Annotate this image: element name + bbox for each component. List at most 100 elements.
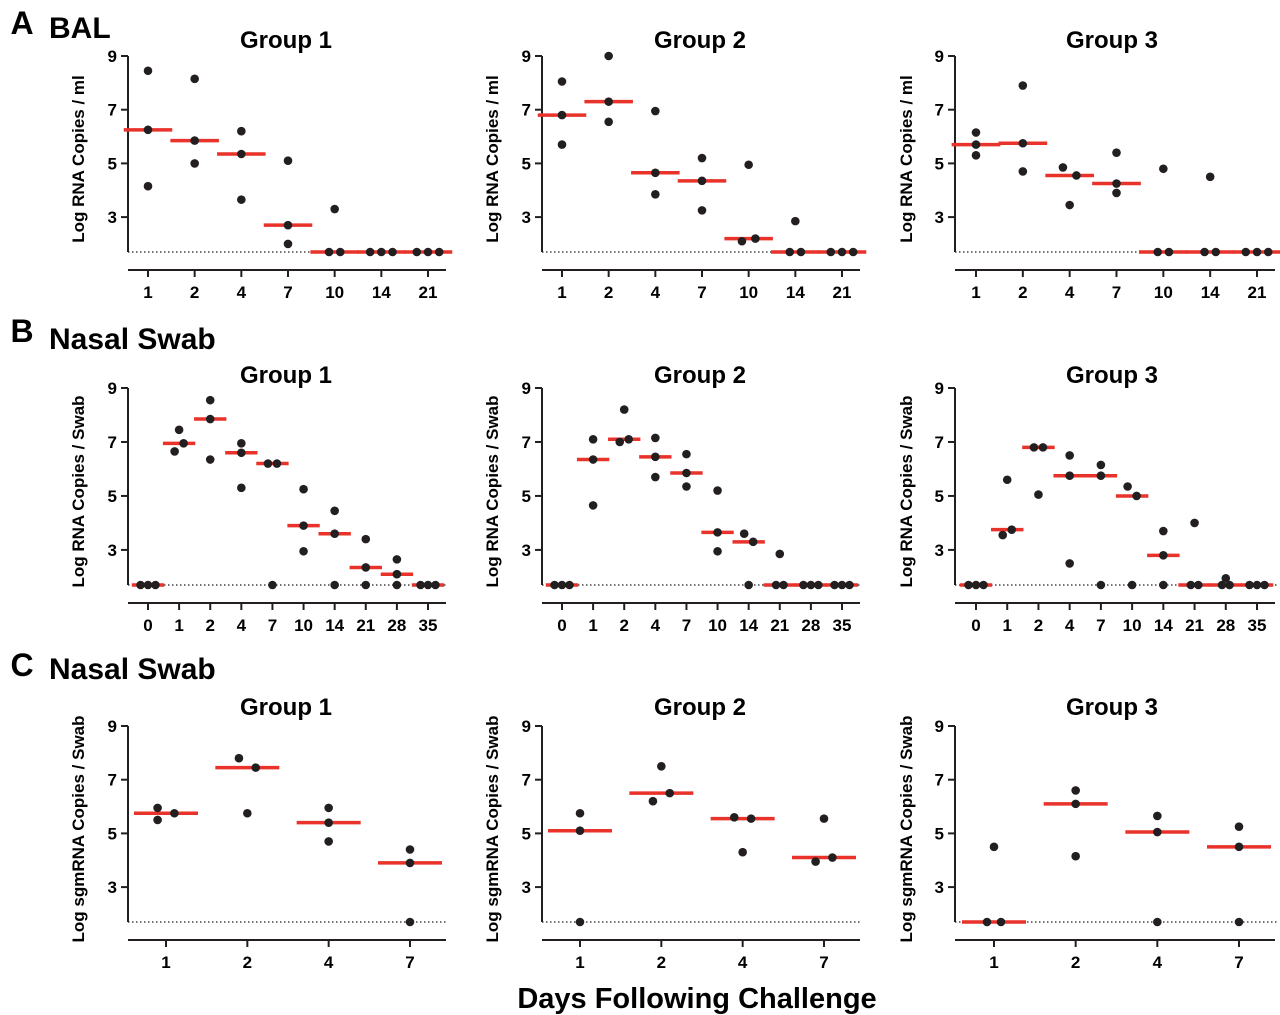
y-axis-label: Log RNA Copies / Swab [483, 395, 502, 587]
x-tick-label: 2 [657, 953, 666, 972]
data-point [1159, 580, 1168, 590]
data-point [170, 447, 179, 456]
data-point [1211, 247, 1221, 257]
group-title: Group 1 [240, 27, 332, 54]
x-tick-label: 4 [1065, 616, 1075, 635]
y-tick-label: 3 [108, 541, 117, 560]
data-point [1071, 799, 1080, 809]
x-tick-label: 7 [1096, 616, 1105, 635]
data-point [588, 455, 598, 464]
x-tick-label: 1 [989, 953, 998, 972]
x-tick-label: 10 [1154, 283, 1173, 302]
data-point [651, 106, 660, 116]
data-point [1058, 163, 1068, 172]
data-point [651, 452, 660, 462]
data-point [1112, 188, 1121, 198]
data-point [651, 433, 660, 443]
data-point [190, 159, 199, 168]
y-axis-label: Log RNA Copies / Swab [69, 395, 88, 587]
data-point [1002, 475, 1012, 485]
data-point [744, 160, 753, 170]
y-tick-label: 3 [935, 541, 944, 560]
data-point [237, 448, 246, 458]
data-point [1038, 443, 1048, 452]
data-point [746, 814, 756, 823]
data-point [557, 77, 567, 86]
data-point [713, 486, 722, 495]
data-point [979, 580, 988, 590]
x-tick-label: 10 [739, 283, 758, 302]
x-tick-label: 1 [588, 616, 597, 635]
data-point [283, 220, 293, 230]
data-point [174, 425, 184, 435]
data-point [845, 580, 854, 590]
data-point [283, 239, 293, 249]
data-point [377, 247, 386, 257]
x-tick-label: 7 [819, 953, 828, 972]
data-point [1260, 580, 1269, 590]
data-point [697, 176, 707, 186]
group-title: Group 3 [1066, 694, 1158, 721]
x-tick-label: 35 [833, 616, 852, 635]
y-tick-label: 7 [935, 433, 944, 452]
data-point [392, 555, 402, 564]
x-tick-label: 2 [1071, 953, 1080, 972]
data-point [423, 247, 433, 257]
data-point [1153, 917, 1162, 927]
data-point [434, 247, 444, 257]
data-point [837, 580, 847, 590]
y-axis-label: Log RNA Copies / ml [69, 75, 88, 243]
data-point [143, 66, 153, 76]
y-axis-label: Log sgmRNA Copies / Swab [483, 715, 502, 942]
data-point [971, 140, 981, 149]
data-point [263, 459, 273, 468]
data-point [1186, 580, 1196, 590]
y-tick-label: 9 [522, 717, 531, 736]
x-tick-label: 28 [1216, 616, 1235, 635]
data-point [1159, 551, 1168, 560]
group-title: Group 2 [654, 362, 746, 389]
x-tick-label: 7 [682, 616, 691, 635]
x-tick-label: 14 [372, 283, 391, 302]
y-tick-label: 3 [935, 878, 944, 897]
data-point [1217, 580, 1227, 590]
data-point [615, 437, 625, 447]
x-tick-label: 1 [161, 953, 170, 972]
chart-A-group-2: Group 2 3 5 7 9 Log RNA Copies / ml 1 2 4 7 10 14 21 [483, 27, 867, 302]
x-tick-label: 21 [356, 616, 375, 635]
x-tick-label: 35 [419, 616, 438, 635]
x-tick-label: 21 [419, 283, 438, 302]
data-point [388, 247, 397, 257]
data-point [682, 468, 691, 478]
y-tick-label: 9 [108, 47, 117, 66]
chart-C-group-1: Group 1 3 5 7 9 Log sgmRNA Copies / Swab 1 2 4 7 [69, 694, 448, 972]
data-point [996, 917, 1006, 927]
data-point [1096, 580, 1106, 590]
x-tick-label: 1 [174, 616, 183, 635]
data-point [1096, 460, 1106, 470]
data-point [361, 563, 371, 572]
data-point [989, 842, 999, 852]
data-point [405, 845, 415, 854]
data-point [330, 506, 339, 516]
data-point [738, 847, 747, 857]
x-tick-label: 2 [619, 616, 628, 635]
x-tick-label: 4 [237, 283, 247, 302]
x-tick-label: 7 [1234, 953, 1243, 972]
group-title: Group 1 [240, 362, 332, 389]
data-point [412, 247, 422, 257]
data-point [819, 814, 829, 823]
data-point [405, 858, 415, 868]
panel-letter-C: C [10, 647, 33, 683]
y-tick-label: 3 [935, 208, 944, 227]
y-tick-label: 5 [522, 487, 531, 506]
data-point [557, 140, 567, 149]
data-point [751, 234, 760, 243]
data-point [170, 808, 179, 818]
data-point [588, 434, 598, 444]
data-point [1072, 171, 1081, 180]
data-point [268, 580, 277, 590]
y-tick-label: 7 [108, 433, 117, 452]
data-point [1029, 443, 1039, 452]
